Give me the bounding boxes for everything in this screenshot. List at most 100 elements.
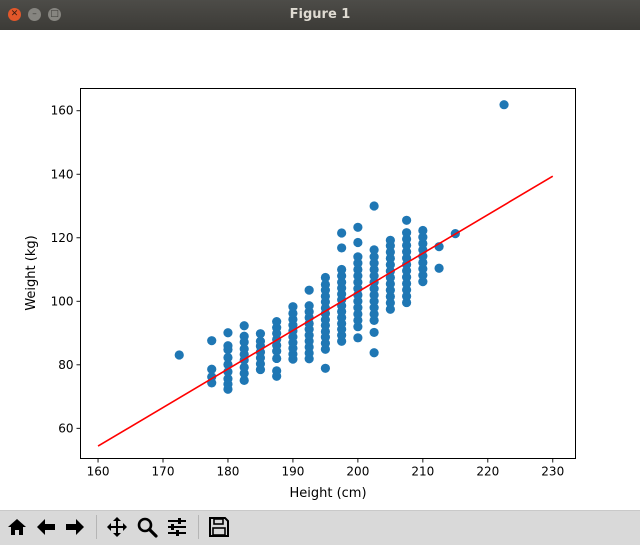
data-point xyxy=(418,238,428,249)
data-point xyxy=(369,201,379,211)
x-tick-label: 200 xyxy=(346,465,369,479)
x-tick-label: 210 xyxy=(411,465,434,479)
y-tick-label: 120 xyxy=(51,231,74,245)
data-point xyxy=(239,362,249,372)
forward-arrow-icon xyxy=(66,519,84,535)
data-point xyxy=(402,215,412,225)
data-point xyxy=(418,264,428,274)
data-point xyxy=(385,253,395,264)
data-point xyxy=(353,258,363,268)
zoom-button[interactable] xyxy=(134,514,160,540)
data-point xyxy=(353,264,363,275)
data-point xyxy=(304,285,314,295)
data-point xyxy=(337,228,347,238)
data-point xyxy=(369,296,379,306)
data-point xyxy=(304,301,314,311)
data-point xyxy=(418,276,428,287)
data-point xyxy=(353,309,363,319)
data-point xyxy=(239,321,249,331)
data-point xyxy=(353,222,363,232)
data-point xyxy=(255,329,266,339)
toolbar-separator xyxy=(198,515,199,539)
data-point xyxy=(207,336,217,346)
axes-frame xyxy=(80,88,576,459)
data-point xyxy=(353,252,363,262)
data-point xyxy=(272,353,282,364)
data-point xyxy=(369,290,379,300)
data-point xyxy=(434,263,444,273)
data-point xyxy=(402,240,412,250)
data-point xyxy=(320,279,331,290)
window-title: Figure 1 xyxy=(289,7,351,22)
data-point xyxy=(402,297,412,308)
data-point xyxy=(402,234,412,244)
data-point xyxy=(353,303,363,313)
data-point xyxy=(402,247,412,257)
x-tick-label: 160 xyxy=(87,465,110,479)
forward-button[interactable] xyxy=(62,514,88,540)
data-point xyxy=(369,327,379,338)
data-point xyxy=(369,252,379,262)
data-point xyxy=(320,363,331,373)
window-titlebar: ✕ – □ Figure 1 xyxy=(0,0,640,30)
home-icon xyxy=(8,519,26,535)
data-point xyxy=(369,258,379,268)
data-point xyxy=(337,264,347,275)
data-point xyxy=(239,344,249,354)
home-button[interactable] xyxy=(4,514,30,540)
data-point xyxy=(385,247,395,257)
data-point xyxy=(353,296,363,306)
minimize-window-button[interactable]: – xyxy=(28,8,41,21)
x-axis-ticks: 160 170 180 190 200 210 220 230 xyxy=(87,458,564,479)
data-point xyxy=(272,317,282,327)
data-point xyxy=(385,235,395,245)
data-point xyxy=(223,374,233,384)
configure-subplots-icon xyxy=(168,518,186,536)
configure-subplots-button[interactable] xyxy=(164,514,190,540)
x-axis-label: Height (cm) xyxy=(289,486,366,501)
data-point xyxy=(337,271,347,281)
data-point xyxy=(255,336,266,346)
x-tick-label: 230 xyxy=(541,465,564,479)
data-point xyxy=(272,366,282,376)
close-window-button[interactable]: ✕ xyxy=(8,8,21,21)
save-icon xyxy=(209,517,229,537)
data-point xyxy=(402,228,412,238)
y-tick-label: 100 xyxy=(51,294,74,308)
data-point xyxy=(320,272,331,283)
data-point xyxy=(385,272,395,283)
save-button[interactable] xyxy=(206,514,232,540)
data-point xyxy=(353,277,363,287)
x-tick-label: 170 xyxy=(152,465,175,479)
data-point xyxy=(369,264,379,275)
data-point xyxy=(385,260,395,270)
data-point xyxy=(418,257,428,268)
pan-icon xyxy=(107,517,127,537)
back-arrow-icon xyxy=(37,519,55,535)
data-point xyxy=(353,333,363,343)
regression-line xyxy=(97,175,554,447)
back-button[interactable] xyxy=(33,514,59,540)
y-axis-label: Weight (kg) xyxy=(24,235,39,310)
data-point xyxy=(337,277,347,287)
data-point xyxy=(385,279,395,289)
data-point xyxy=(402,285,412,295)
x-tick-label: 180 xyxy=(217,465,240,479)
y-tick-label: 80 xyxy=(58,358,73,372)
data-point xyxy=(353,322,363,332)
data-point xyxy=(402,272,412,282)
data-point xyxy=(385,285,395,295)
data-point xyxy=(369,348,379,358)
pan-button[interactable] xyxy=(104,514,130,540)
data-point xyxy=(418,225,428,236)
figure-canvas: 160 170 180 190 200 210 220 230 60 80 100 120 140 16… xyxy=(0,30,640,510)
y-tick-label: 60 xyxy=(58,421,73,435)
maximize-window-button[interactable]: □ xyxy=(48,8,61,21)
data-point xyxy=(288,308,298,318)
data-point xyxy=(499,100,509,110)
y-tick-label: 160 xyxy=(51,104,74,118)
data-point xyxy=(353,237,363,248)
data-point xyxy=(369,309,379,319)
data-point xyxy=(418,232,428,242)
data-point xyxy=(369,315,379,325)
